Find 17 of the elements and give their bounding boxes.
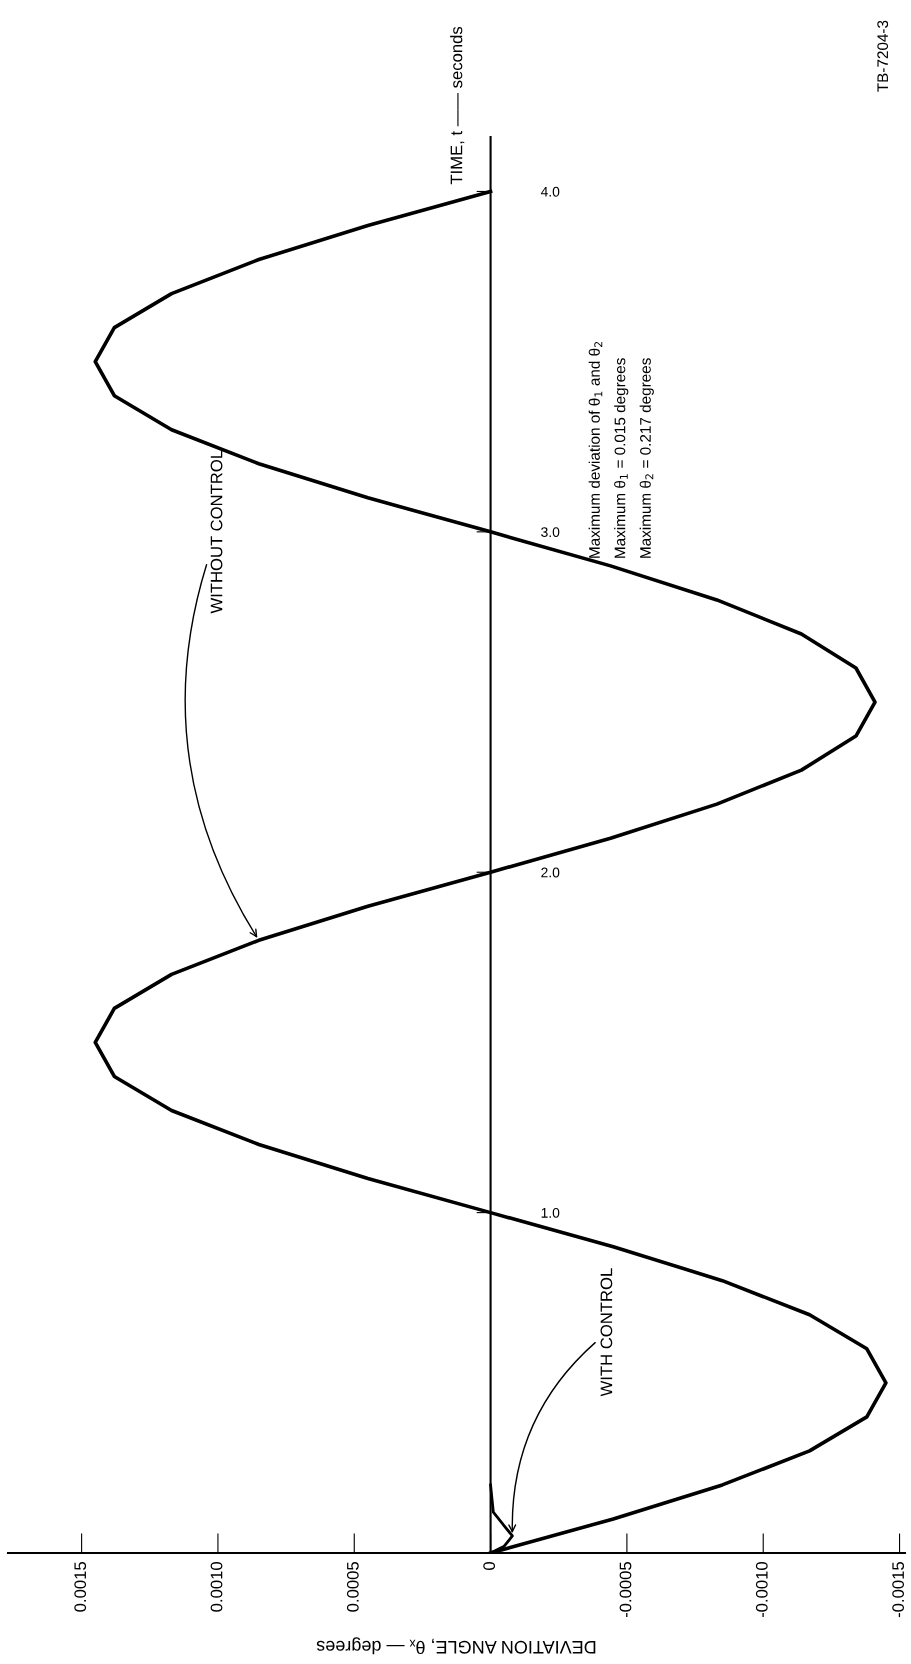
y-tick-label: 3.0 — [541, 527, 560, 538]
x-axis-title: DEVIATION ANGLE, θₓ — degrees — [316, 1637, 596, 1655]
y-axis-title: TIME, t —— seconds — [450, 26, 465, 185]
y-tick-label: 2.0 — [541, 867, 560, 878]
x-tick-label: 0.0010 — [210, 1561, 223, 1612]
x-tick-label: -0.0015 — [892, 1562, 905, 1618]
text: Maximum deviation of θ$_{1}$ and θ$_{2}$ Maximum θ$_{1}$ = 0.015 degrees Maximum θ$_{2}$ = 0.217 degrees — [588, 342, 654, 558]
x-tick-label: 0 — [483, 1561, 496, 1570]
annotation: WITHOUT CONTROL — [210, 450, 223, 614]
text: TB-7204-3 — [877, 20, 889, 92]
y-tick-label: 4.0 — [540, 186, 560, 197]
x-tick-label: -0.0010 — [755, 1561, 768, 1618]
y-tick-label: 1.0 — [541, 1207, 560, 1218]
x-tick-label: -0.0005 — [619, 1562, 632, 1618]
x-tick-label: 0.0005 — [346, 1562, 359, 1612]
annotation: WITH CONTROL — [600, 1268, 613, 1397]
x-tick-label: 0.0015 — [74, 1562, 87, 1612]
